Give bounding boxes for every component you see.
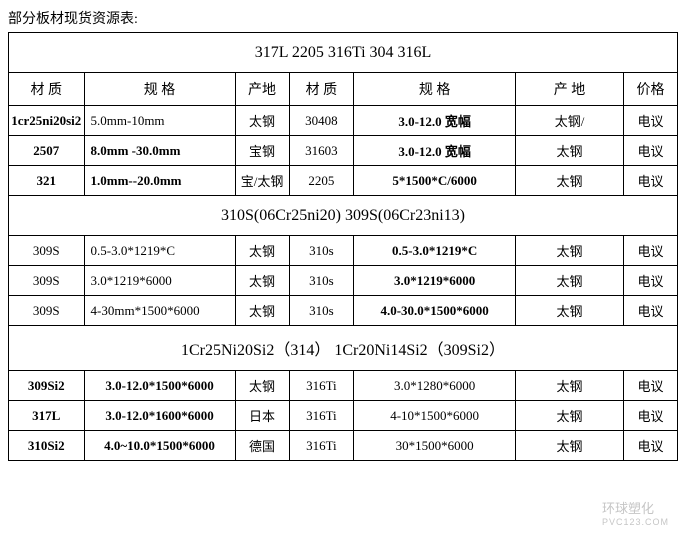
spec-cell: 3.0-12.0 宽幅 [354, 106, 516, 136]
origin-cell: 德国 [235, 431, 289, 461]
spec-cell: 1.0mm--20.0mm [84, 166, 235, 196]
section-header: 310S(06Cr25ni20) 309S(06Cr23ni13) [9, 196, 678, 236]
material-cell: 309S [9, 266, 85, 296]
material-cell: 316Ti [289, 401, 354, 431]
material-cell: 309Si2 [9, 371, 85, 401]
price-cell: 电议 [623, 106, 677, 136]
spec-cell: 3.0-12.0*1600*6000 [84, 401, 235, 431]
column-header: 材 质 [289, 73, 354, 106]
watermark-sub: PVC123.COM [602, 517, 669, 527]
material-cell: 310Si2 [9, 431, 85, 461]
origin-cell: 宝/太钢 [235, 166, 289, 196]
section-header: 317L 2205 316Ti 304 316L [9, 33, 678, 73]
spec-cell: 5*1500*C/6000 [354, 166, 516, 196]
price-cell: 电议 [623, 166, 677, 196]
origin-cell: 太钢 [516, 431, 624, 461]
material-cell: 316Ti [289, 431, 354, 461]
material-cell: 310s [289, 236, 354, 266]
material-cell: 317L [9, 401, 85, 431]
column-header: 材 质 [9, 73, 85, 106]
table-row: 317L3.0-12.0*1600*6000日本316Ti4-10*1500*6… [9, 401, 678, 431]
origin-cell: 太钢 [516, 236, 624, 266]
spec-cell: 8.0mm -30.0mm [84, 136, 235, 166]
spec-cell: 30*1500*6000 [354, 431, 516, 461]
material-cell: 309S [9, 296, 85, 326]
origin-cell: 太钢 [235, 266, 289, 296]
table-row: 3211.0mm--20.0mm宝/太钢22055*1500*C/6000太钢电… [9, 166, 678, 196]
material-cell: 321 [9, 166, 85, 196]
table-row: 309Si23.0-12.0*1500*6000太钢316Ti3.0*1280*… [9, 371, 678, 401]
price-cell: 电议 [623, 371, 677, 401]
section-header: 1Cr25Ni20Si2（314） 1Cr20Ni14Si2（309Si2） [9, 326, 678, 371]
material-cell: 30408 [289, 106, 354, 136]
spec-cell: 4-30mm*1500*6000 [84, 296, 235, 326]
origin-cell: 宝钢 [235, 136, 289, 166]
material-cell: 316Ti [289, 371, 354, 401]
spec-cell: 5.0mm-10mm [84, 106, 235, 136]
column-header: 价格 [623, 73, 677, 106]
table-row: 309S4-30mm*1500*6000太钢310s4.0-30.0*1500*… [9, 296, 678, 326]
spec-cell: 3.0-12.0*1500*6000 [84, 371, 235, 401]
origin-cell: 太钢 [516, 266, 624, 296]
origin-cell: 太钢 [516, 296, 624, 326]
table-row: 309S3.0*1219*6000太钢310s3.0*1219*6000太钢电议 [9, 266, 678, 296]
origin-cell: 太钢 [235, 371, 289, 401]
price-cell: 电议 [623, 236, 677, 266]
material-cell: 310s [289, 266, 354, 296]
spec-cell: 3.0*1219*6000 [354, 266, 516, 296]
column-header: 产 地 [516, 73, 624, 106]
column-header: 产地 [235, 73, 289, 106]
price-cell: 电议 [623, 296, 677, 326]
price-cell: 电议 [623, 136, 677, 166]
spec-cell: 4.0~10.0*1500*6000 [84, 431, 235, 461]
price-cell: 电议 [623, 401, 677, 431]
watermark: 环球塑化 PVC123.COM [602, 498, 669, 527]
page-title: 部分板材现货资源表: [8, 8, 679, 28]
spec-cell: 0.5-3.0*1219*C [354, 236, 516, 266]
spec-cell: 0.5-3.0*1219*C [84, 236, 235, 266]
spec-cell: 4.0-30.0*1500*6000 [354, 296, 516, 326]
spec-cell: 4-10*1500*6000 [354, 401, 516, 431]
material-cell: 310s [289, 296, 354, 326]
column-header: 规 格 [84, 73, 235, 106]
material-cell: 309S [9, 236, 85, 266]
table-row: 310Si24.0~10.0*1500*6000德国316Ti30*1500*6… [9, 431, 678, 461]
material-cell: 2205 [289, 166, 354, 196]
table-row: 1cr25ni20si25.0mm-10mm太钢304083.0-12.0 宽幅… [9, 106, 678, 136]
origin-cell: 太钢 [516, 401, 624, 431]
origin-cell: 太钢 [235, 106, 289, 136]
origin-cell: 太钢 [235, 236, 289, 266]
material-cell: 2507 [9, 136, 85, 166]
spec-cell: 3.0*1219*6000 [84, 266, 235, 296]
origin-cell: 太钢 [516, 371, 624, 401]
origin-cell: 日本 [235, 401, 289, 431]
origin-cell: 太钢 [516, 136, 624, 166]
material-cell: 31603 [289, 136, 354, 166]
table-row: 309S0.5-3.0*1219*C太钢310s0.5-3.0*1219*C太钢… [9, 236, 678, 266]
table-row: 25078.0mm -30.0mm宝钢316033.0-12.0 宽幅太钢电议 [9, 136, 678, 166]
resource-table: 317L 2205 316Ti 304 316L材 质规 格产地材 质规 格产 … [8, 32, 678, 461]
origin-cell: 太钢 [516, 166, 624, 196]
origin-cell: 太钢 [235, 296, 289, 326]
spec-cell: 3.0*1280*6000 [354, 371, 516, 401]
spec-cell: 3.0-12.0 宽幅 [354, 136, 516, 166]
price-cell: 电议 [623, 266, 677, 296]
column-header: 规 格 [354, 73, 516, 106]
watermark-text: 环球塑化 [602, 501, 654, 516]
material-cell: 1cr25ni20si2 [9, 106, 85, 136]
origin-cell: 太钢/ [516, 106, 624, 136]
price-cell: 电议 [623, 431, 677, 461]
